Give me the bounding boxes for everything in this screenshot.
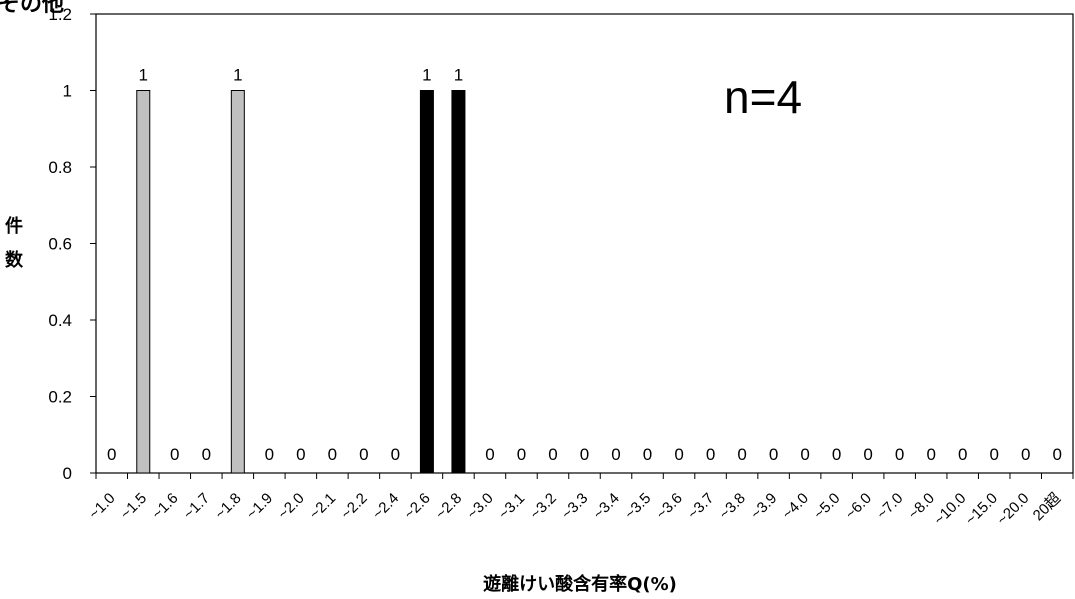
- y-tick-label: 1: [63, 82, 72, 101]
- data-label: 0: [958, 445, 967, 464]
- x-tick-label: ~2.1: [306, 490, 339, 523]
- bar: [419, 90, 434, 474]
- y-tick-label: 0.2: [48, 388, 72, 407]
- data-label: 1: [233, 66, 242, 85]
- data-label: 0: [391, 445, 400, 464]
- y-axis-title-char-1: 件: [5, 215, 23, 237]
- x-tick-label: ~6.0: [842, 490, 875, 523]
- x-tick-label: ~5.0: [810, 490, 843, 523]
- bar: [136, 90, 151, 474]
- data-label: 0: [895, 445, 904, 464]
- data-label: 0: [926, 445, 935, 464]
- x-tick-label: ~3.7: [684, 490, 717, 523]
- x-tick-label: 20超: [1030, 490, 1064, 524]
- data-label: 0: [800, 445, 809, 464]
- data-label: 0: [580, 445, 589, 464]
- data-label: 0: [517, 445, 526, 464]
- bar: [230, 90, 245, 474]
- y-tick-label: 1.2: [48, 5, 72, 24]
- data-label: 0: [674, 445, 683, 464]
- data-label: 0: [485, 445, 494, 464]
- data-label: 0: [863, 445, 872, 464]
- data-label: 0: [1053, 445, 1062, 464]
- y-tick-label: 0.4: [48, 311, 72, 330]
- x-tick-label: ~3.5: [621, 490, 654, 523]
- x-tick-label: ~20.0: [994, 490, 1033, 529]
- x-tick-label: ~10.0: [931, 490, 970, 529]
- data-label: 0: [296, 445, 305, 464]
- x-tick-label: ~15.0: [962, 490, 1001, 529]
- x-tick-label: ~2.8: [432, 490, 465, 523]
- x-tick-label: ~3.1: [495, 490, 528, 523]
- data-label: 0: [737, 445, 746, 464]
- data-label: 0: [832, 445, 841, 464]
- x-tick-label: ~1.9: [243, 490, 276, 523]
- y-tick-label: 0.6: [48, 235, 72, 254]
- x-tick-label: ~3.8: [716, 490, 749, 523]
- x-tick-label: ~1.6: [149, 490, 182, 523]
- x-tick-label: ~1.5: [117, 490, 150, 523]
- data-label: 0: [1021, 445, 1030, 464]
- x-axis-title: 遊離けい酸含有率Q(%): [483, 573, 677, 595]
- x-tick-label: ~3.6: [653, 490, 686, 523]
- data-label: 0: [989, 445, 998, 464]
- y-tick-label: 0: [63, 464, 72, 483]
- y-tick-label: 0.8: [48, 158, 72, 177]
- data-label: 0: [769, 445, 778, 464]
- data-label: 1: [422, 66, 431, 85]
- x-tick-label: ~2.0: [275, 490, 308, 523]
- bar: [451, 90, 466, 474]
- data-label: 0: [265, 445, 274, 464]
- x-tick-label: ~7.0: [874, 490, 907, 523]
- data-label: 0: [548, 445, 557, 464]
- data-label: 0: [170, 445, 179, 464]
- data-label: 0: [202, 445, 211, 464]
- data-label: 0: [359, 445, 368, 464]
- x-tick-label: ~3.2: [527, 490, 560, 523]
- x-tick-label: ~1.8: [212, 490, 245, 523]
- annotation-n: n=4: [724, 71, 802, 123]
- data-label: 0: [706, 445, 715, 464]
- x-tick-label: ~3.0: [464, 490, 497, 523]
- data-label: 0: [107, 445, 116, 464]
- chart-corner-title: その他: [0, 0, 65, 17]
- data-label: 0: [328, 445, 337, 464]
- x-tick-label: ~3.9: [747, 490, 780, 523]
- data-label: 1: [454, 66, 463, 85]
- x-tick-label: ~2.6: [401, 490, 434, 523]
- x-tick-label: ~3.4: [590, 490, 623, 523]
- data-label: 0: [643, 445, 652, 464]
- data-label: 0: [611, 445, 620, 464]
- x-tick-label: ~1.0: [86, 490, 119, 523]
- x-tick-label: ~4.0: [779, 490, 812, 523]
- x-tick-label: ~2.4: [369, 490, 402, 523]
- plot-area-frame: [95, 13, 1074, 474]
- x-tick-label: ~1.7: [180, 490, 213, 523]
- x-tick-label: ~3.3: [558, 490, 591, 523]
- x-tick-label: ~2.2: [338, 490, 371, 523]
- data-label: 1: [139, 66, 148, 85]
- y-axis-title-char-2: 数: [5, 249, 24, 271]
- y-axis-title: 件 数: [5, 215, 24, 271]
